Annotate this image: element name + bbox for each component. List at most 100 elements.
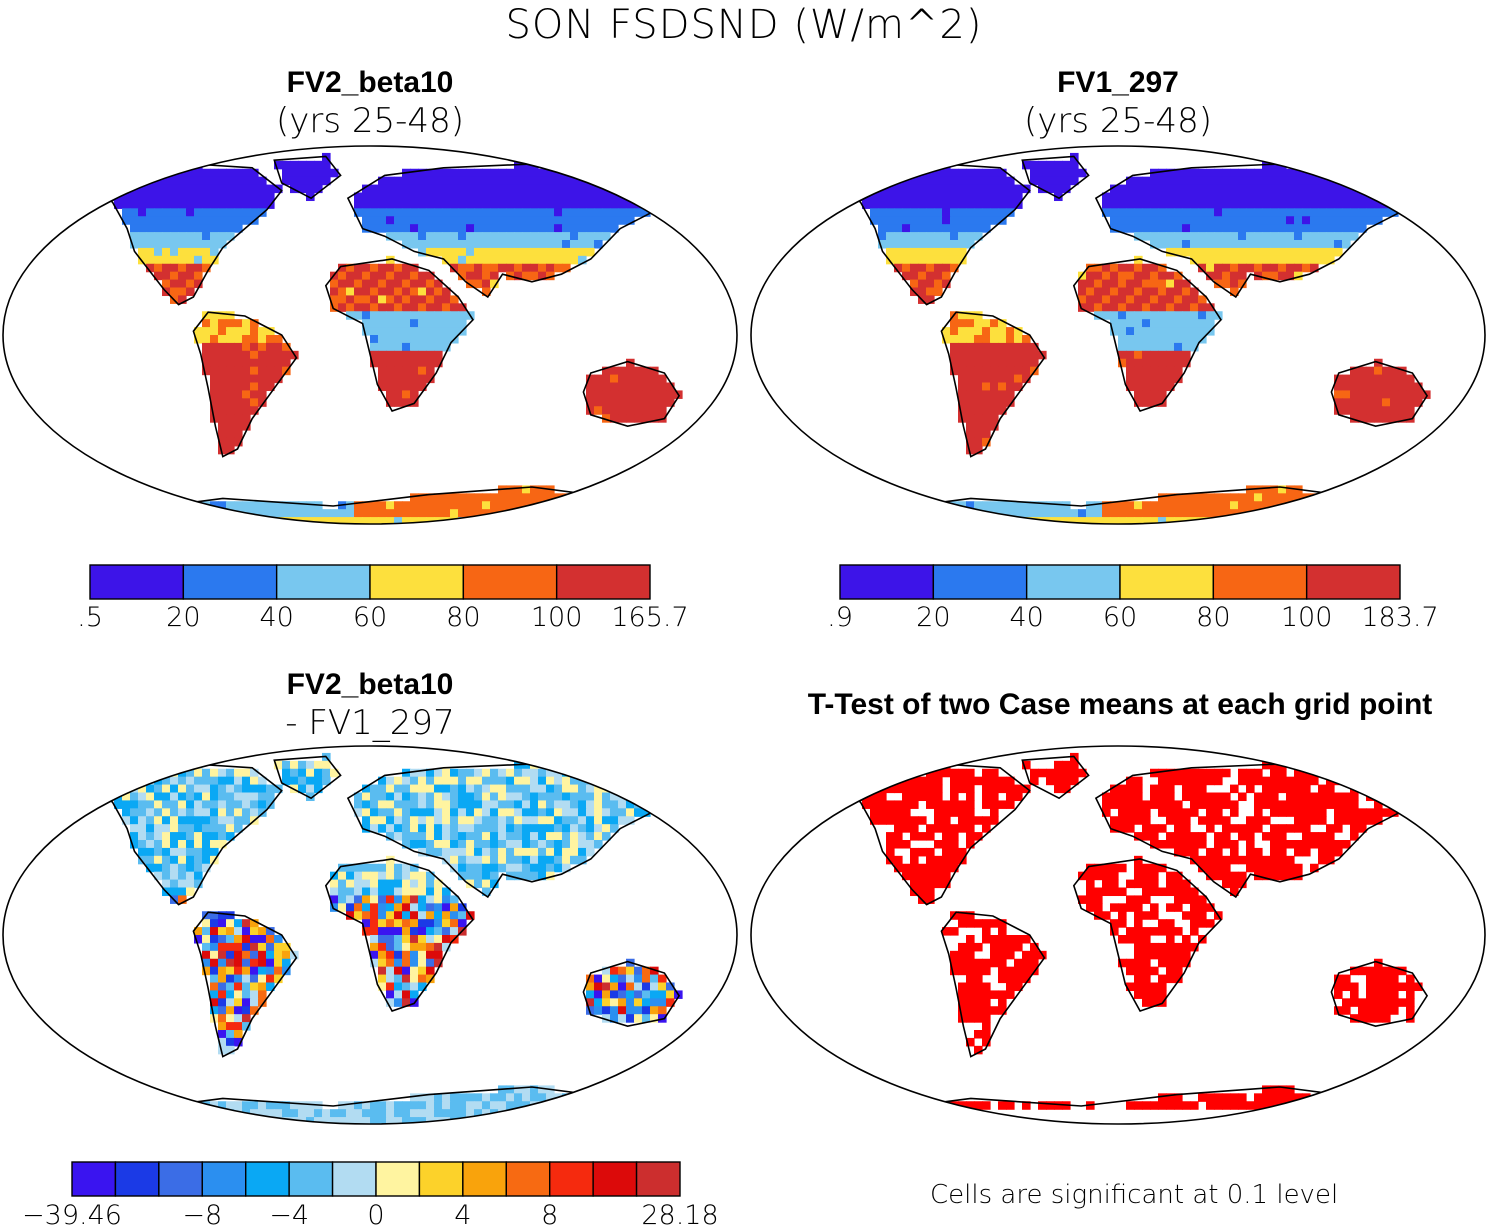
colorbar-swatch <box>369 564 465 600</box>
grid-cell <box>378 935 387 944</box>
grid-cell <box>618 998 627 1007</box>
grid-cell <box>1326 824 1335 833</box>
grid-cell <box>934 200 943 209</box>
grid-cell <box>1326 232 1335 241</box>
grid-cell <box>274 1101 283 1110</box>
grid-cell <box>1174 358 1183 368</box>
grid-cell <box>170 824 179 833</box>
grid-cell <box>926 255 935 265</box>
grid-cell <box>1286 176 1295 186</box>
grid-cell <box>498 792 507 802</box>
grid-cell <box>330 509 339 518</box>
grid-cell <box>1206 168 1215 178</box>
grid-cell <box>1214 871 1223 881</box>
grid-cell <box>1174 927 1183 936</box>
grid-cell <box>1134 335 1143 344</box>
grid-cell <box>442 927 451 936</box>
grid-cell <box>1118 327 1127 336</box>
grid-cell <box>426 966 435 976</box>
grid-cell <box>458 319 467 328</box>
grid-cell <box>1286 232 1295 241</box>
coastline-samerica <box>192 911 298 1058</box>
grid-cell <box>1214 200 1223 209</box>
grid-cell <box>1318 216 1327 225</box>
grid-cell <box>546 792 555 802</box>
grid-cell <box>234 1006 243 1015</box>
grid-cell <box>1174 176 1183 186</box>
grid-cell <box>418 1101 427 1110</box>
grid-cell <box>1118 200 1127 209</box>
grid-cell <box>458 808 467 817</box>
grid-cell <box>1358 414 1367 423</box>
grid-cell <box>458 768 467 778</box>
grid-cell <box>402 832 411 841</box>
grid-cell <box>1230 184 1239 194</box>
grid-cell <box>1158 279 1167 289</box>
grid-cell <box>394 816 403 825</box>
grid-cell <box>918 279 927 289</box>
grid-cell <box>498 824 507 833</box>
grid-cell <box>1278 1093 1287 1102</box>
grid-cell <box>1006 1101 1015 1110</box>
grid-cell <box>218 168 227 178</box>
grid-cell <box>210 240 219 249</box>
grid-cell <box>434 224 443 233</box>
grid-cell <box>626 374 635 384</box>
grid-cell <box>394 950 403 960</box>
grid-cell <box>918 232 927 241</box>
grid-cell <box>530 247 539 257</box>
grid-cell <box>966 998 975 1007</box>
grid-cell <box>418 776 427 786</box>
grid-cell <box>170 287 179 297</box>
grid-cell <box>226 327 235 336</box>
grid-cell <box>958 366 967 376</box>
grid-cell <box>1294 509 1303 518</box>
grid-cell <box>626 366 635 376</box>
grid-cell <box>298 160 307 170</box>
grid-cell <box>602 998 611 1007</box>
grid-cell <box>426 800 435 809</box>
grid-cell <box>514 485 523 494</box>
grid-cell <box>966 501 975 510</box>
grid-cell <box>934 208 943 217</box>
grid-cell <box>378 279 387 289</box>
grid-cell <box>958 224 967 233</box>
grid-cell <box>1262 784 1271 794</box>
grid-cell <box>210 382 219 392</box>
grid-cell <box>886 247 895 257</box>
grid-cell <box>1142 517 1151 524</box>
grid-cell <box>910 509 919 518</box>
grid-cell <box>1310 816 1319 825</box>
grid-cell <box>1182 303 1191 312</box>
grid-cell <box>522 168 531 178</box>
grid-cell <box>570 847 579 857</box>
grid-cell <box>458 792 467 802</box>
grid-cell <box>974 919 983 928</box>
grid-cell <box>610 390 619 399</box>
grid-cell <box>1278 208 1287 217</box>
grid-cell <box>1166 784 1175 794</box>
grid-cell <box>1134 216 1143 225</box>
grid-cell <box>570 208 579 217</box>
grid-cell <box>1286 784 1295 794</box>
grid-cell <box>586 406 595 415</box>
grid-cell <box>410 200 419 209</box>
grid-cell <box>442 319 451 328</box>
grid-cell <box>554 192 563 202</box>
colorbar-swatch <box>182 564 278 600</box>
grid-cell <box>458 509 467 518</box>
grid-cell <box>918 208 927 217</box>
grid-cell <box>514 871 523 881</box>
grid-cell <box>226 232 235 241</box>
grid-cell <box>218 776 227 786</box>
grid-cell <box>1262 501 1271 510</box>
grid-cell <box>1182 816 1191 825</box>
grid-cell <box>394 784 403 794</box>
grid-cell <box>458 1109 467 1118</box>
grid-cell <box>370 517 379 524</box>
grid-cell <box>990 958 999 968</box>
grid-cell <box>1150 911 1159 920</box>
grid-cell <box>490 240 499 249</box>
colorbar-swatch <box>71 1161 117 1197</box>
grid-cell <box>902 800 911 809</box>
